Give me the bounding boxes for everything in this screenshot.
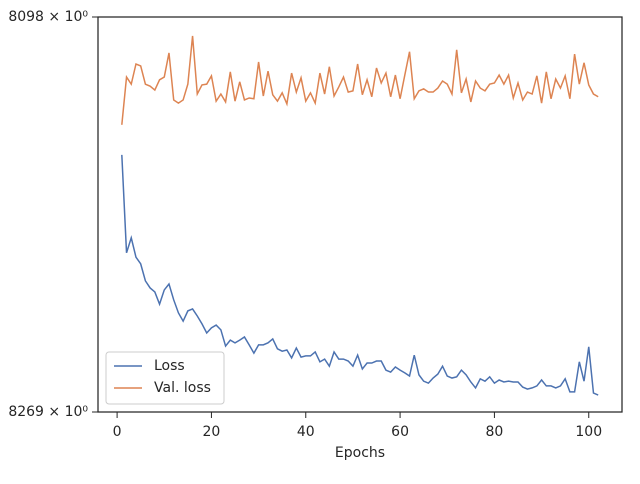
- y-tick-label: 8269 × 10⁰: [8, 404, 88, 420]
- plot-frame: [97, 16, 623, 413]
- x-tick-label: 40: [297, 424, 315, 440]
- legend-box: [105, 351, 225, 405]
- x-tick-label: 80: [486, 424, 504, 440]
- x-tick-label: 60: [391, 424, 409, 440]
- legend-label: Val. loss: [154, 380, 211, 396]
- x-tick-label: 100: [575, 424, 602, 440]
- x-tick-label: 0: [113, 424, 122, 440]
- line-series: [121, 35, 599, 125]
- y-tick-label: 8098 × 10⁰: [8, 9, 88, 25]
- x-axis-label: Epochs: [335, 445, 385, 461]
- line-series: [121, 154, 599, 396]
- x-tick-label: 20: [203, 424, 221, 440]
- legend-label: Loss: [154, 358, 185, 374]
